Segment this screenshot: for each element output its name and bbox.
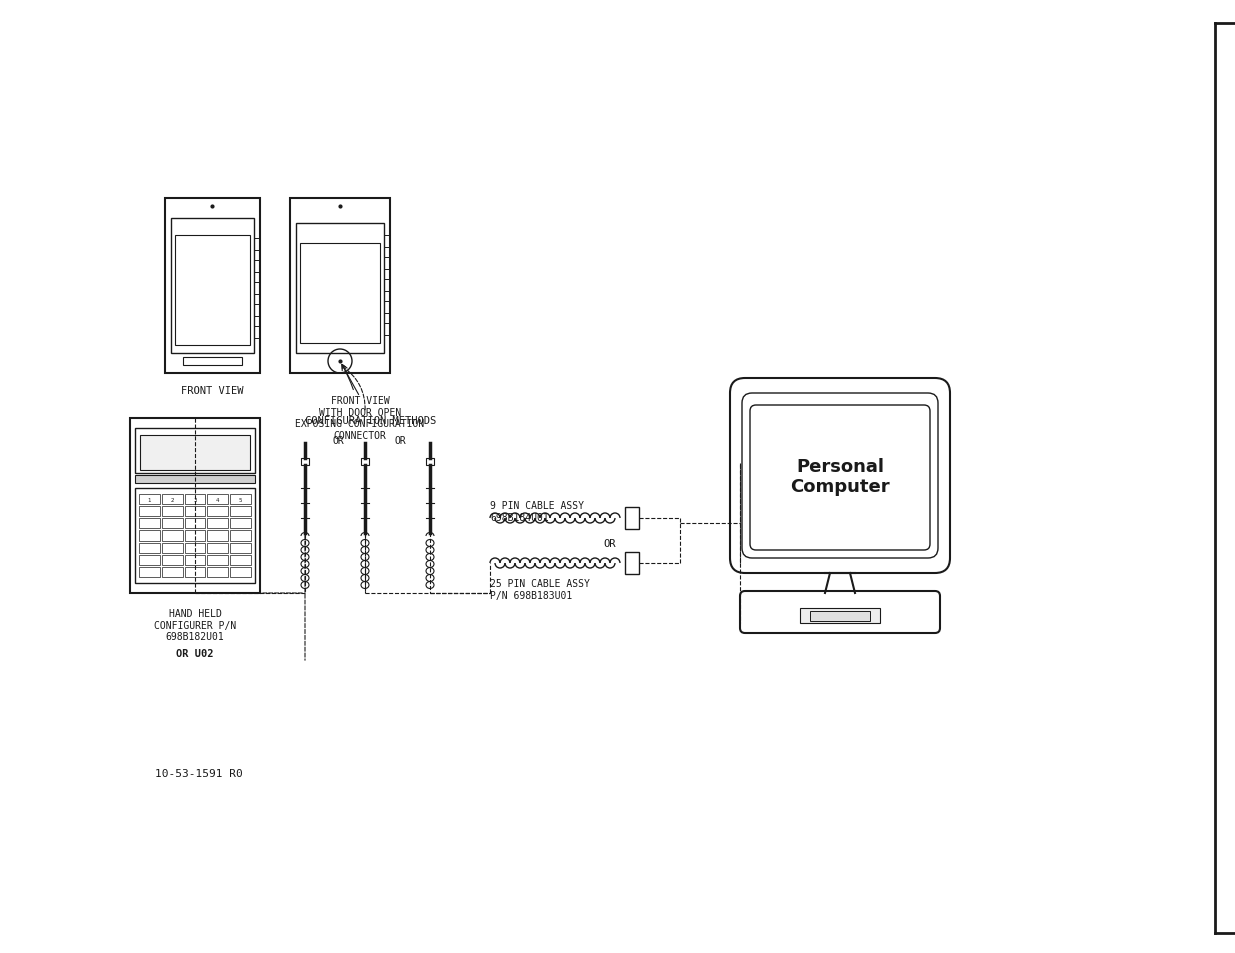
Bar — [162, 531, 183, 541]
Bar — [207, 495, 228, 504]
FancyBboxPatch shape — [730, 378, 950, 574]
Bar — [140, 531, 159, 541]
Bar — [290, 199, 390, 374]
Bar — [230, 531, 251, 541]
Bar — [207, 556, 228, 565]
Bar — [162, 507, 183, 517]
Bar — [184, 518, 205, 529]
Bar — [230, 495, 251, 504]
Bar — [140, 518, 159, 529]
Bar — [162, 495, 183, 504]
Text: 9 PIN CABLE ASSY
698B184U01: 9 PIN CABLE ASSY 698B184U01 — [490, 500, 584, 522]
FancyBboxPatch shape — [750, 406, 930, 551]
Bar — [184, 531, 205, 541]
Bar — [254, 261, 259, 273]
Bar — [135, 476, 254, 483]
Bar — [140, 495, 159, 504]
Text: 2: 2 — [170, 497, 174, 502]
Bar — [140, 543, 159, 553]
Bar — [230, 556, 251, 565]
Bar — [301, 458, 309, 465]
Text: CONFIGURATION METHODS: CONFIGURATION METHODS — [305, 416, 436, 426]
Text: OR U02: OR U02 — [177, 648, 214, 659]
Bar — [135, 489, 254, 583]
Bar — [184, 567, 205, 578]
Bar — [162, 518, 183, 529]
Bar — [800, 608, 881, 623]
Bar — [810, 612, 869, 621]
Bar — [175, 235, 249, 346]
Text: 10-53-1591 R0: 10-53-1591 R0 — [156, 768, 243, 779]
Bar — [384, 302, 389, 314]
Bar — [300, 244, 380, 344]
Text: 25 PIN CABLE ASSY
P/N 698B183U01: 25 PIN CABLE ASSY P/N 698B183U01 — [490, 578, 590, 600]
Text: 4: 4 — [216, 497, 220, 502]
Bar — [230, 567, 251, 578]
Bar — [162, 543, 183, 553]
Text: HAND HELD
CONFIGURER P/N
698B182U01: HAND HELD CONFIGURER P/N 698B182U01 — [154, 608, 236, 641]
Bar — [296, 224, 384, 354]
Bar — [162, 567, 183, 578]
Bar — [384, 235, 389, 248]
Bar — [207, 518, 228, 529]
Bar — [384, 257, 389, 270]
FancyBboxPatch shape — [742, 394, 939, 558]
Bar — [183, 357, 242, 366]
Bar — [230, 518, 251, 529]
Bar — [184, 495, 205, 504]
Bar — [625, 507, 638, 530]
Bar — [207, 531, 228, 541]
Bar — [384, 324, 389, 335]
Bar — [140, 507, 159, 517]
Bar — [170, 219, 254, 354]
Bar — [230, 507, 251, 517]
Bar — [184, 556, 205, 565]
Bar — [184, 507, 205, 517]
Bar — [254, 283, 259, 294]
Text: OR: OR — [332, 436, 343, 446]
Text: 1: 1 — [148, 497, 151, 502]
Bar — [361, 458, 369, 465]
Bar — [184, 543, 205, 553]
FancyBboxPatch shape — [740, 592, 940, 634]
Text: Personal
Computer: Personal Computer — [790, 457, 889, 496]
Bar — [426, 458, 433, 465]
Text: 3: 3 — [193, 497, 196, 502]
Bar — [207, 507, 228, 517]
Bar — [140, 436, 249, 471]
Bar — [140, 556, 159, 565]
Bar — [162, 556, 183, 565]
Text: FRONT VIEW: FRONT VIEW — [180, 386, 243, 395]
Bar — [207, 567, 228, 578]
Bar — [254, 327, 259, 338]
Bar — [165, 199, 261, 374]
Bar — [625, 553, 638, 575]
Bar — [140, 567, 159, 578]
Bar — [384, 280, 389, 292]
Text: FRONT VIEW
WITH DOOR OPEN
EXPOSING CONFIGURATION
CONNECTOR: FRONT VIEW WITH DOOR OPEN EXPOSING CONFI… — [295, 365, 425, 440]
Text: OR: OR — [394, 436, 406, 446]
Bar — [254, 239, 259, 251]
Bar — [230, 543, 251, 553]
Bar — [254, 305, 259, 316]
Text: 5: 5 — [238, 497, 242, 502]
Bar — [130, 418, 261, 594]
Bar — [207, 543, 228, 553]
Text: OR: OR — [604, 538, 616, 548]
Bar — [135, 429, 254, 474]
